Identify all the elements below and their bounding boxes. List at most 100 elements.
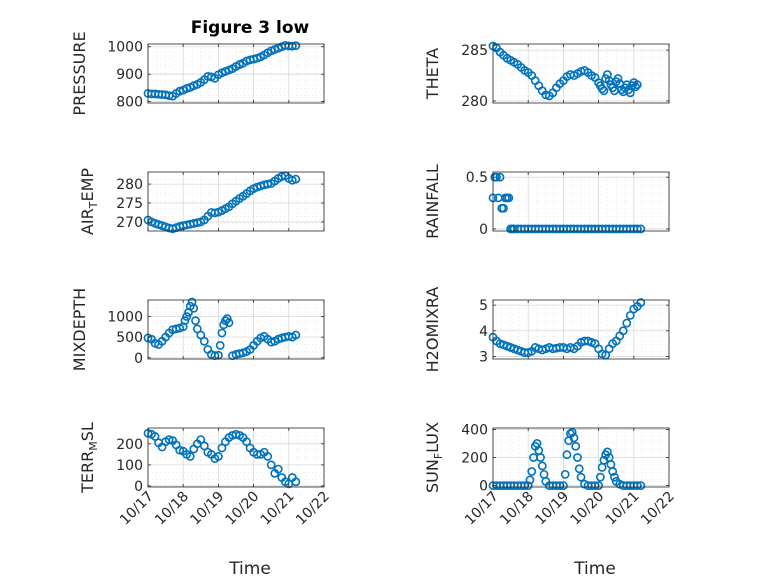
y-tick-label: 275 — [116, 196, 143, 212]
axes-frame — [492, 43, 670, 104]
data-point — [217, 443, 227, 453]
y-axis-label: AIRTEMP — [78, 168, 100, 235]
y-tick-label: 500 — [116, 330, 143, 346]
data-point — [495, 172, 505, 182]
data-point — [224, 318, 234, 328]
subplot-3: 270 275 280 AIRTEMP — [78, 168, 325, 235]
data-point — [536, 453, 545, 462]
subplot-2: 280 285 THETA — [423, 41, 670, 110]
y-tick-label: 0 — [479, 479, 488, 495]
series-markers — [488, 41, 642, 101]
data-point — [625, 310, 635, 320]
data-point — [573, 453, 582, 462]
y-axis-label: SUNFLUX — [423, 422, 445, 493]
axes-frame — [147, 43, 325, 104]
data-point — [222, 314, 232, 323]
data-point — [636, 298, 646, 307]
y-tick-label: 4 — [479, 324, 488, 340]
data-point — [263, 179, 273, 189]
data-point — [180, 316, 190, 326]
y-tick-label: 280 — [116, 177, 143, 193]
data-point — [632, 80, 642, 90]
y-axis-label: THETA — [423, 48, 442, 100]
y-tick-label: 0.5 — [466, 170, 488, 186]
data-point — [196, 435, 206, 444]
subplot-6: 3 4 5 H2OMIXRA — [423, 287, 670, 373]
data-point — [199, 336, 209, 346]
data-point — [291, 41, 301, 51]
series-markers — [143, 40, 301, 101]
y-tick-label: 800 — [116, 95, 143, 111]
data-point — [527, 467, 537, 476]
data-point — [569, 433, 579, 443]
data-point — [571, 441, 581, 451]
data-point — [618, 326, 628, 336]
data-point — [291, 477, 301, 487]
data-point — [191, 316, 200, 326]
data-point — [595, 472, 605, 482]
y-axis-label: PRESSURE — [70, 31, 89, 115]
series-markers — [143, 297, 301, 361]
y-axis-label: RAINFALL — [423, 164, 442, 239]
subplot-1: 800 900 1000 PRESSURE Figure 3 low — [70, 18, 325, 116]
data-point — [273, 464, 283, 474]
x-axis-label: Time — [573, 559, 616, 579]
data-point — [523, 481, 533, 490]
axes-frame — [492, 299, 670, 360]
data-point — [215, 340, 225, 350]
data-point — [199, 441, 209, 451]
data-point — [263, 452, 273, 461]
data-point — [525, 475, 535, 485]
y-tick-label: 0 — [134, 351, 143, 367]
subplot-4: 0 0.5 RAINFALL — [423, 164, 670, 239]
chart-title: Figure 3 low — [191, 18, 310, 38]
data-point — [636, 224, 646, 234]
subplot-5: 0 500 1000 MIXDEPTH — [70, 288, 325, 371]
y-tick-label: 5 — [479, 298, 488, 314]
y-axis-label: TERRMSL — [78, 422, 100, 494]
data-point — [291, 330, 301, 340]
data-point — [537, 461, 547, 471]
data-point — [599, 86, 609, 96]
data-point — [576, 472, 586, 482]
data-point — [182, 312, 192, 321]
y-tick-label: 200 — [116, 437, 143, 453]
y-tick-label: 100 — [116, 458, 143, 474]
y-tick-label: 1000 — [107, 310, 143, 326]
data-point — [622, 318, 632, 328]
data-point — [217, 328, 227, 338]
y-tick-label: 285 — [461, 43, 488, 59]
data-point — [504, 193, 514, 203]
y-tick-label: 0 — [479, 222, 488, 238]
y-tick-label: 270 — [116, 215, 143, 231]
y-tick-label: 3 — [479, 349, 488, 365]
major-grid — [147, 44, 325, 103]
axes-frame — [147, 299, 325, 360]
data-point — [150, 432, 160, 441]
data-point — [185, 452, 195, 461]
data-point — [636, 481, 646, 490]
y-tick-label: 400 — [461, 422, 488, 438]
y-axis-label: MIXDEPTH — [70, 288, 89, 371]
data-point — [266, 460, 276, 470]
data-point — [560, 469, 570, 479]
y-tick-label: 280 — [461, 94, 488, 110]
series-markers — [143, 171, 301, 234]
data-point — [631, 82, 640, 92]
data-point — [189, 303, 199, 313]
y-tick-label: 0 — [134, 479, 143, 495]
y-axis-label: H2OMIXRA — [423, 287, 442, 373]
series-markers — [488, 427, 646, 490]
axes-frame — [492, 171, 670, 232]
y-tick-label: 900 — [116, 67, 143, 83]
data-point — [574, 464, 584, 474]
axes-frame — [147, 427, 325, 488]
data-point — [213, 452, 223, 461]
data-point — [562, 450, 572, 460]
x-axis-label: Time — [228, 559, 271, 579]
data-point — [594, 481, 603, 490]
data-point — [266, 337, 276, 347]
data-point — [567, 427, 577, 437]
data-point — [610, 472, 619, 482]
